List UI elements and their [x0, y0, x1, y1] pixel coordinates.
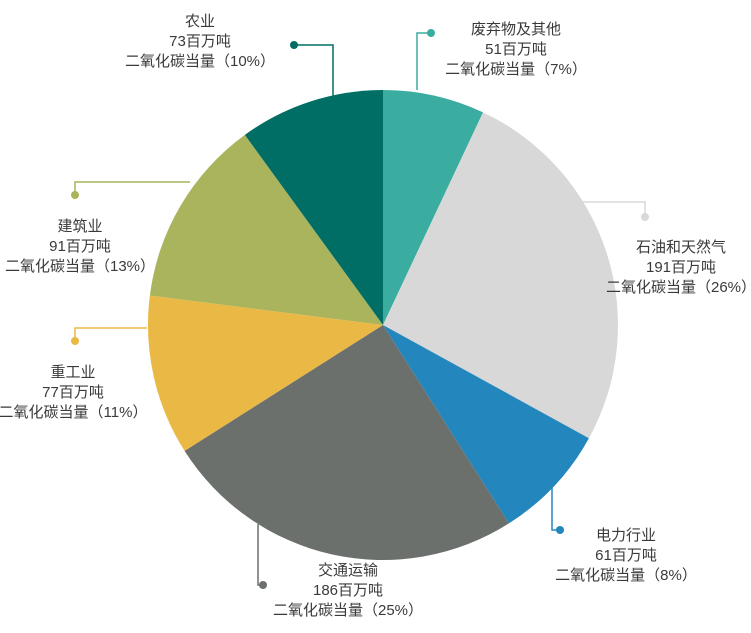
slice-name: 交通运输	[317, 562, 378, 579]
slice-label-construction: 建筑业 91百万吨 二氧化碳当量（13%）	[5, 217, 155, 277]
slice-name: 建筑业	[57, 218, 103, 235]
leader-dot-0	[427, 29, 435, 37]
slice-name: 石油和天然气	[635, 239, 726, 256]
pie-slice-1	[383, 112, 618, 439]
leader-dot-4	[71, 337, 79, 345]
slice-name: 农业	[184, 13, 215, 30]
slice-percent: 二氧化碳当量（26%）	[605, 279, 751, 296]
slice-name: 重工业	[50, 364, 96, 381]
leader-dot-3	[259, 581, 267, 589]
slice-percent: 二氧化碳当量（13%）	[4, 258, 156, 275]
slice-amount: 77百万吨	[42, 384, 104, 401]
slice-label-transport: 交通运输 186百万吨 二氧化碳当量（25%）	[273, 561, 423, 621]
leader-line-6	[297, 44, 334, 97]
leader-line-0	[416, 32, 428, 90]
slice-percent: 二氧化碳当量（11%）	[0, 404, 148, 421]
pie-slice-0	[383, 90, 484, 325]
slice-label-oil-gas: 石油和天然气 191百万吨 二氧化碳当量（26%）	[606, 238, 751, 298]
slice-percent: 二氧化碳当量（7%）	[445, 61, 587, 78]
slice-percent: 二氧化碳当量（25%）	[272, 602, 424, 619]
slice-name: 电力行业	[595, 527, 656, 544]
slice-label-heavy-industry: 重工业 77百万吨 二氧化碳当量（11%）	[0, 363, 147, 423]
pie-slice-6	[244, 90, 383, 325]
slice-percent: 二氧化碳当量（10%）	[124, 53, 276, 70]
slice-label-power-sector: 电力行业 61百万吨 二氧化碳当量（8%）	[555, 526, 697, 586]
leader-dot-2	[556, 526, 564, 534]
leader-line-2	[551, 487, 557, 531]
leader-line-5	[74, 181, 190, 192]
leader-dot-5	[71, 191, 79, 199]
leader-line-3	[257, 524, 260, 586]
slice-amount: 186百万吨	[312, 582, 384, 599]
slice-name: 废弃物及其他	[470, 21, 561, 38]
slice-amount: 61百万吨	[595, 547, 657, 564]
slice-percent: 二氧化碳当量（8%）	[555, 567, 697, 584]
slice-amount: 91百万吨	[49, 238, 111, 255]
slice-label-waste-other: 废弃物及其他 51百万吨 二氧化碳当量（7%）	[445, 20, 587, 80]
slice-amount: 191百万吨	[645, 259, 717, 276]
slice-amount: 51百万吨	[485, 41, 547, 58]
pie-slice-2	[383, 325, 589, 524]
leader-dot-1	[641, 213, 649, 221]
pie-slice-3	[184, 325, 509, 561]
leader-dot-6	[290, 41, 298, 49]
slice-label-agriculture: 农业 73百万吨 二氧化碳当量（10%）	[125, 12, 275, 72]
slice-amount: 73百万吨	[169, 33, 231, 50]
pie-slice-5	[149, 134, 383, 325]
pie-slice-4	[147, 295, 383, 451]
leader-line-4	[74, 327, 147, 338]
leader-line-1	[575, 201, 646, 214]
